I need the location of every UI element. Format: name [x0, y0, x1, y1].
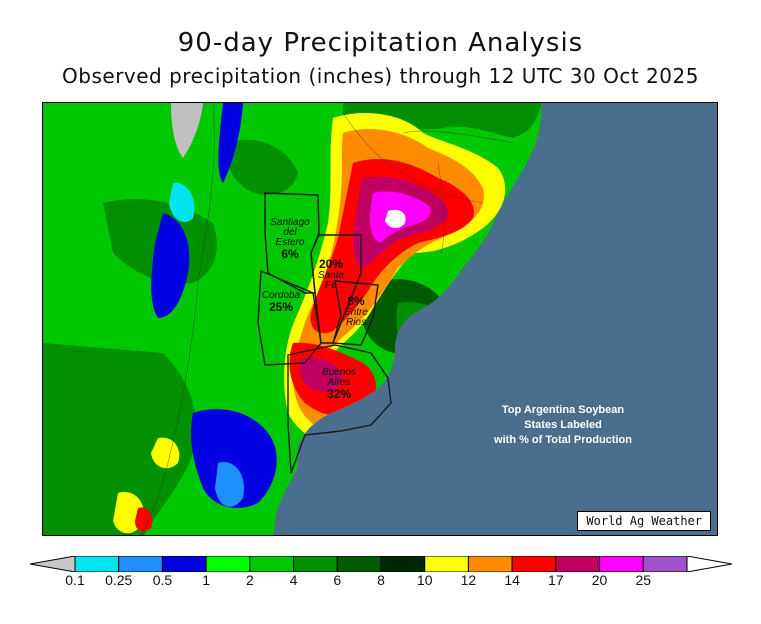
soybean-state-outlines — [257, 192, 392, 474]
note-line: Top Argentina Soybean — [501, 404, 625, 416]
legend-tick-label: 0.25 — [105, 572, 133, 588]
legend-swatch — [205, 556, 251, 572]
legend-tick-label: 2 — [245, 572, 254, 588]
legend-swatch — [467, 556, 513, 572]
political-boundaries — [140, 103, 514, 535]
legend-swatch — [249, 556, 295, 572]
state-label-buenos-aires: Buenos Aires 32% — [313, 368, 365, 401]
chart-title: 90-day Precipitation Analysis — [177, 28, 584, 58]
legend-tick-label: 0.1 — [65, 572, 85, 588]
note-line: with % of Total Production — [494, 434, 632, 446]
state-name: Santiago — [270, 217, 310, 228]
state-label-santiago-del-estero: Santiago del Estero 6% — [265, 218, 315, 261]
state-name: Rios — [345, 317, 366, 328]
legend-swatch — [599, 556, 644, 572]
precipitation-map: Santiago del Estero 6% 20% Santa Fe Cord… — [42, 102, 718, 536]
state-name: Aires — [327, 377, 351, 388]
map-canvas — [43, 103, 717, 535]
legend-tick-label: 4 — [289, 572, 298, 588]
legend-tick-label: 6 — [333, 572, 342, 588]
legend-swatch — [118, 556, 163, 572]
legend-tick-label: 14 — [504, 572, 520, 588]
legend-tick-label: 8 — [377, 572, 385, 588]
state-name: Fe — [325, 280, 337, 291]
legend-swatch — [293, 556, 338, 572]
state-name: del — [283, 227, 297, 238]
annotation-note: Top Argentina Soybean States Labeled wit… — [453, 403, 673, 448]
legend-tick-label: 10 — [416, 572, 433, 588]
state-label-cordoba: Cordoba 25% — [255, 291, 307, 314]
state-name: Entre — [344, 307, 368, 318]
legend-tick-label: 25 — [635, 572, 652, 588]
legend-swatch — [380, 556, 426, 572]
state-share: 32% — [326, 387, 352, 401]
legend-swatch — [424, 556, 469, 572]
state-share: 8% — [347, 294, 365, 308]
state-name: Buenos — [322, 367, 356, 378]
state-name: Estero — [275, 237, 305, 248]
legend-swatch — [511, 556, 557, 572]
state-name: Santa — [317, 270, 345, 281]
legend-tick-label: 12 — [460, 572, 477, 588]
legend-tick-label: 20 — [591, 572, 608, 588]
state-label-santa-fe: 20% Santa Fe — [311, 258, 351, 291]
state-share: 6% — [281, 247, 299, 261]
legend-above-arrow — [686, 556, 732, 572]
legend-swatch — [161, 556, 207, 572]
legend-swatch — [555, 556, 601, 572]
color-legend — [30, 556, 732, 572]
state-share: 20% — [318, 257, 344, 271]
credit-label: World Ag Weather — [577, 511, 711, 531]
state-label-entre-rios: 8% Entre Rios — [337, 295, 375, 328]
legend-below-arrow — [30, 556, 76, 572]
legend-swatch — [642, 556, 688, 572]
legend-tick-label: 0.5 — [152, 572, 173, 588]
note-line: States Labeled — [524, 419, 602, 431]
state-share: 25% — [268, 300, 294, 314]
state-name: Cordoba — [261, 290, 301, 301]
legend-swatch — [336, 556, 382, 572]
legend-swatch — [74, 556, 120, 572]
chart-subtitle: Observed precipitation (inches) through … — [62, 64, 699, 88]
legend-tick-label: 1 — [202, 572, 211, 588]
legend-tick-label: 17 — [548, 572, 564, 588]
